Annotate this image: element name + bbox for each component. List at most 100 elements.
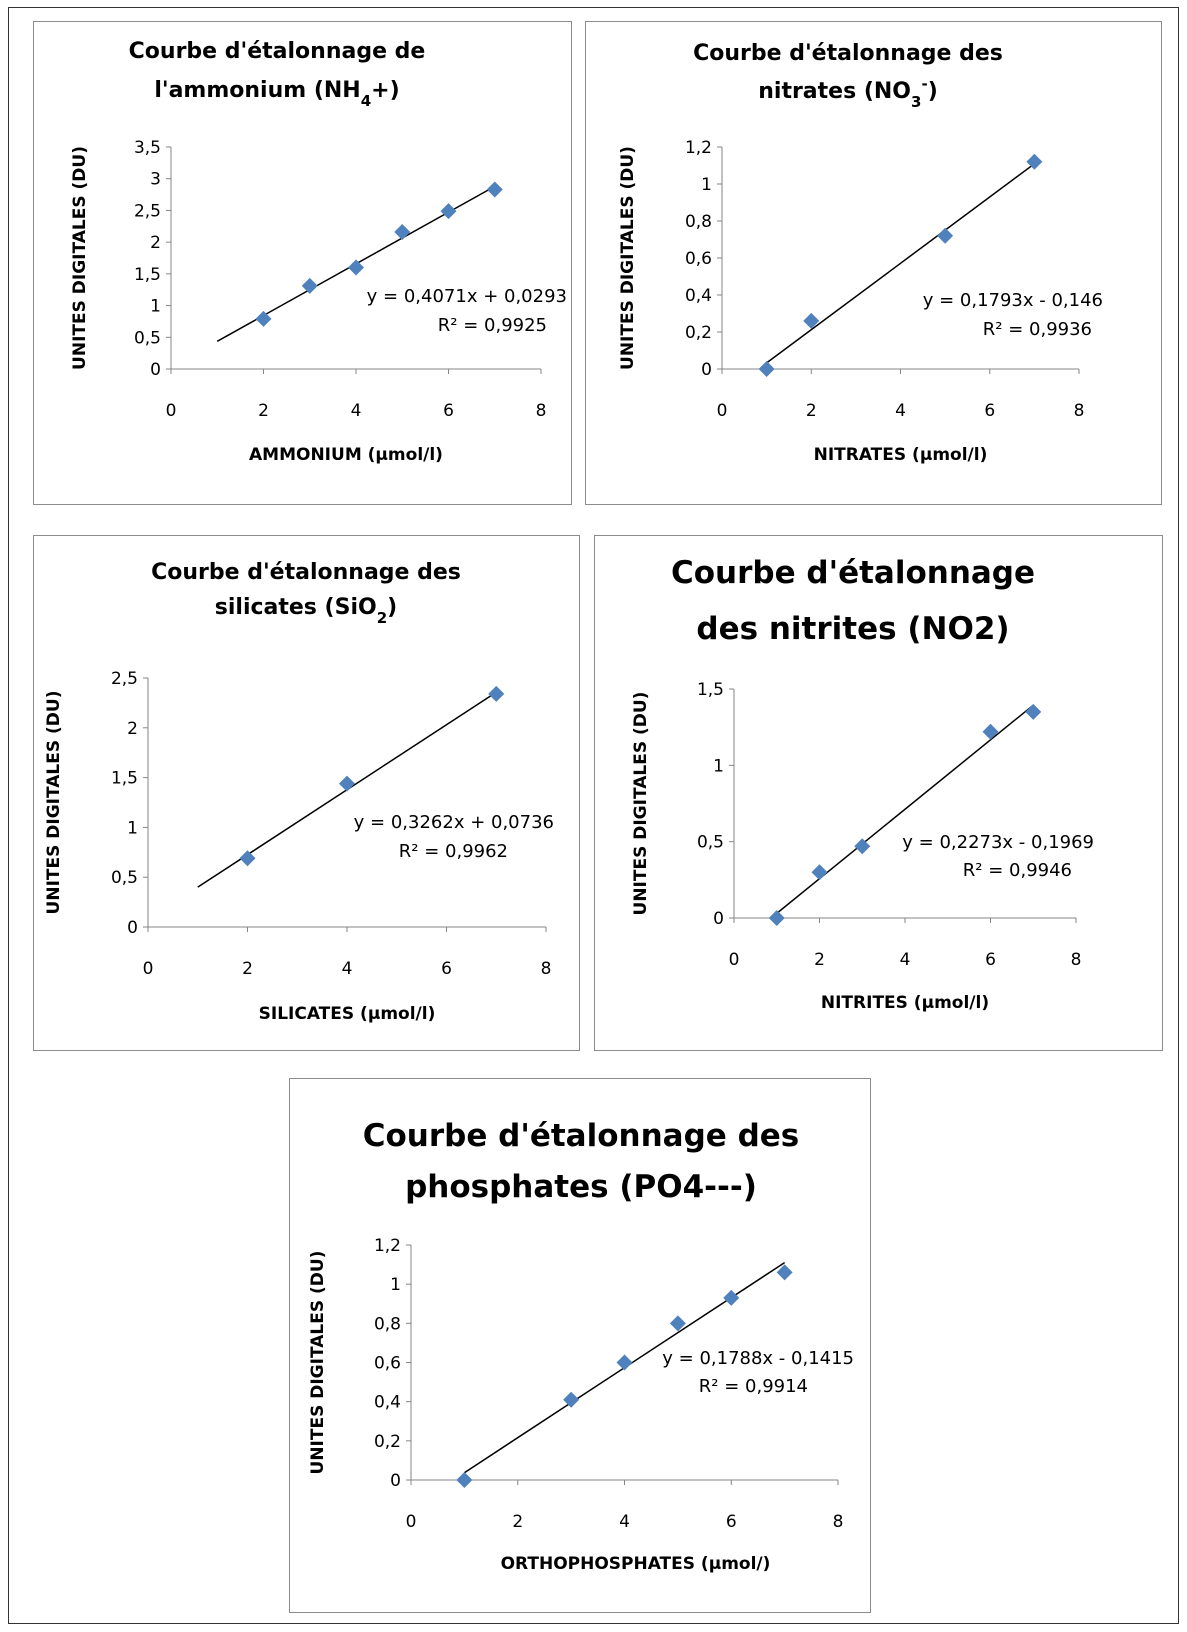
x-axis-label: AMMONIUM (µmol/l) [249, 445, 443, 465]
y-tick-label: 0,5 [697, 833, 724, 853]
y-tick-label: 3 [150, 170, 161, 190]
y-tick-label: 0,8 [685, 212, 712, 232]
chart-title-line-1: Courbe d'étalonnage de [129, 39, 426, 64]
chart-title-line-2: nitrates (NO3-) [758, 75, 938, 111]
y-tick-label: 3,5 [134, 138, 161, 158]
trendline-equation: y = 0,4071x + 0,0293 [367, 286, 567, 307]
chart-title-line-1: Courbe d'étalonnage des [693, 41, 1003, 66]
y-tick-label: 0 [701, 360, 712, 380]
y-tick-label: 0,5 [134, 328, 161, 348]
trendline [776, 704, 1034, 914]
x-tick-label: 6 [443, 401, 454, 421]
r-squared-label: R² = 0,9946 [963, 860, 1072, 881]
chart-title-line-1: Courbe d'étalonnage des [151, 560, 461, 585]
y-tick-label: 0 [150, 360, 161, 380]
data-point [1026, 153, 1043, 170]
x-tick-label: 6 [726, 1512, 737, 1532]
y-tick-label: 0 [713, 909, 724, 929]
y-axis-label: UNITES DIGITALES (DU) [618, 146, 638, 370]
data-point [339, 775, 355, 792]
trendline-equation: y = 0,2273x - 0,1969 [902, 832, 1094, 853]
y-tick-label: 1,2 [374, 1236, 401, 1256]
y-tick-label: 1,2 [685, 138, 712, 158]
x-axis-label: ORTHOPHOSPHATES (µmol/) [501, 1554, 771, 1574]
y-axis-label: UNITES DIGITALES (DU) [308, 1251, 328, 1475]
y-tick-label: 2,5 [134, 201, 161, 221]
data-point [456, 1472, 473, 1488]
data-point [488, 685, 505, 702]
x-tick-label: 4 [351, 401, 362, 421]
data-point [768, 910, 785, 926]
r-squared-label: R² = 0,9925 [438, 315, 547, 336]
y-tick-label: 0,8 [374, 1314, 401, 1334]
data-point [669, 1315, 686, 1332]
data-point [348, 259, 364, 276]
y-tick-label: 2 [150, 233, 161, 253]
x-tick-label: 8 [1074, 401, 1085, 421]
x-tick-label: 4 [342, 959, 353, 979]
y-tick-label: 1 [713, 756, 724, 776]
data-point [982, 723, 999, 740]
data-point [803, 312, 820, 329]
data-point [937, 227, 954, 244]
chart-svg: Courbe d'étalonnage des nitrates (NO3-) 0 0… [618, 41, 1103, 465]
chart-svg: Courbe d'étalonnage des phosphates (PO4--… [308, 1118, 854, 1574]
data-point [239, 850, 256, 867]
x-axis-label: SILICATES (µmol/l) [259, 1004, 436, 1024]
data-point [255, 310, 272, 327]
chart-title-line-1: Courbe d'étalonnage des [363, 1118, 800, 1154]
y-axis-label: UNITES DIGITALES (DU) [44, 691, 64, 915]
chart-svg: Courbe d'étalonnage de l'ammonium (NH4+) 0… [70, 39, 567, 465]
y-tick-label: 1,5 [134, 265, 161, 285]
data-point [776, 1264, 793, 1281]
y-axis-label: UNITES DIGITALES (DU) [631, 692, 651, 916]
trendline-equation: y = 0,1788x - 0,1415 [662, 1348, 854, 1369]
y-tick-label: 2,5 [111, 669, 138, 689]
x-tick-label: 8 [536, 401, 547, 421]
chart-phosphates: Courbe d'étalonnage des phosphates (PO4--… [289, 1078, 871, 1613]
y-tick-label: 0 [127, 918, 138, 938]
data-point [723, 1289, 740, 1306]
x-tick-label: 2 [814, 950, 825, 970]
x-tick-label: 0 [717, 401, 728, 421]
chart-title-line-2: silicates (SiO2) [215, 595, 397, 627]
x-tick-label: 0 [143, 959, 154, 979]
chart-title-line-2: l'ammonium (NH4+) [154, 78, 399, 110]
x-tick-label: 4 [619, 1512, 630, 1532]
chart-svg: Courbe d'étalonnage des silicates (SiO2) 0… [44, 560, 554, 1024]
x-tick-label: 2 [242, 959, 253, 979]
y-tick-label: 0,5 [111, 868, 138, 888]
data-point [758, 361, 775, 377]
chart-svg: Courbe d'étalonnage des nitrites (NO2) 0 0,… [631, 555, 1094, 1013]
x-tick-label: 8 [833, 1512, 844, 1532]
x-tick-label: 8 [541, 959, 552, 979]
y-tick-label: 1 [701, 175, 712, 195]
data-point [486, 181, 503, 198]
x-axis-label: NITRITES (µmol/l) [821, 993, 989, 1013]
y-tick-label: 0,6 [685, 249, 712, 269]
y-tick-label: 0,2 [685, 323, 712, 343]
trendline [766, 163, 1035, 364]
y-tick-label: 1,5 [111, 769, 138, 789]
data-point [563, 1391, 580, 1408]
y-tick-label: 1,5 [697, 680, 724, 700]
y-tick-label: 0 [390, 1471, 401, 1491]
data-point [440, 203, 457, 220]
trendline-equation: y = 0,1793x - 0,146 [923, 290, 1103, 311]
y-tick-label: 1 [390, 1275, 401, 1295]
page-frame [8, 7, 1179, 1624]
x-tick-label: 2 [806, 401, 817, 421]
x-tick-label: 6 [441, 959, 452, 979]
chart-nitrites: Courbe d'étalonnage des nitrites (NO2) 0 0,… [594, 535, 1163, 1051]
x-tick-label: 0 [166, 401, 177, 421]
x-axis-label: NITRATES (µmol/l) [814, 445, 988, 465]
y-tick-label: 1 [127, 818, 138, 838]
chart-title-line-2: phosphates (PO4---) [405, 1169, 757, 1205]
r-squared-label: R² = 0,9962 [399, 841, 508, 862]
y-tick-label: 2 [127, 719, 138, 739]
chart-ammonium: Courbe d'étalonnage de l'ammonium (NH4+) 0… [33, 21, 572, 505]
data-point [394, 223, 411, 240]
data-point [854, 838, 871, 855]
data-point [301, 277, 318, 294]
y-tick-label: 0,6 [374, 1354, 401, 1374]
